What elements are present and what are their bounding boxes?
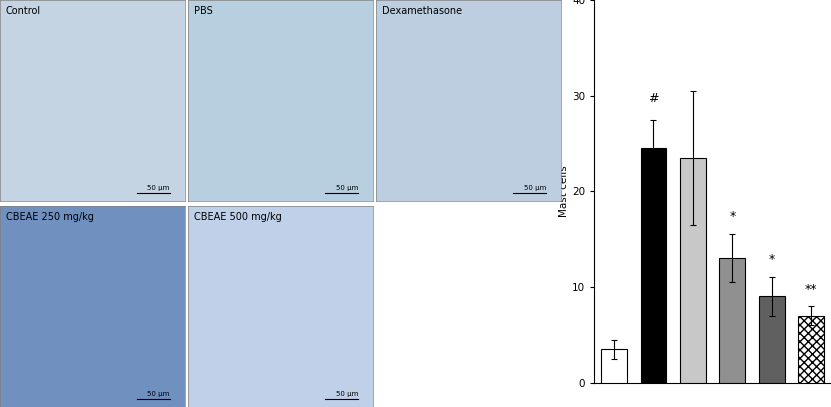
Text: **: ** — [805, 284, 818, 296]
Bar — [680, 158, 706, 383]
Text: 50 μm: 50 μm — [147, 186, 170, 191]
Text: CBEAE 250 mg/kg: CBEAE 250 mg/kg — [6, 212, 93, 221]
Text: 50 μm: 50 μm — [524, 186, 546, 191]
Text: Dexamethasone: Dexamethasone — [382, 6, 462, 16]
Text: *: * — [729, 210, 735, 223]
Bar — [799, 316, 824, 383]
Text: 50 μm: 50 μm — [336, 391, 358, 397]
Text: PBS: PBS — [194, 6, 213, 16]
Text: 50 μm: 50 μm — [336, 186, 358, 191]
Text: #: # — [648, 92, 659, 105]
Text: CBEAE 500 mg/kg: CBEAE 500 mg/kg — [194, 212, 282, 221]
Text: *: * — [769, 253, 775, 266]
Bar — [601, 349, 627, 383]
Y-axis label: Mast cells: Mast cells — [559, 165, 569, 217]
Text: 50 μm: 50 μm — [147, 391, 170, 397]
Bar — [641, 148, 666, 383]
Text: Control: Control — [6, 6, 41, 16]
Bar — [720, 258, 745, 383]
Text: B: B — [524, 0, 537, 7]
Bar — [759, 296, 784, 383]
